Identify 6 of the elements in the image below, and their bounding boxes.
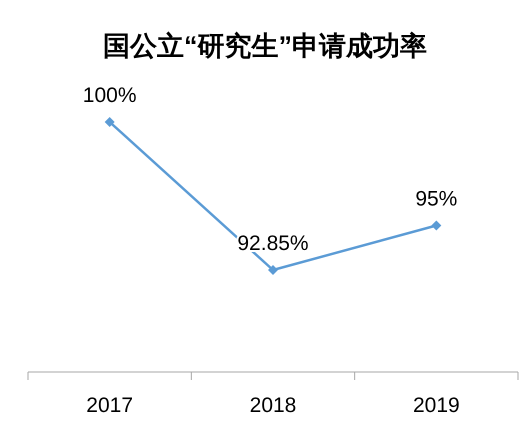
x-tick-label: 2017: [86, 394, 134, 417]
title: 国公立“研究生”申请成功率: [103, 31, 427, 61]
x-tick-label: 2019: [412, 394, 460, 417]
x-tick-label: 2018: [250, 394, 296, 417]
data-label: 100%: [82, 84, 137, 107]
data-label: 95%: [415, 188, 458, 210]
